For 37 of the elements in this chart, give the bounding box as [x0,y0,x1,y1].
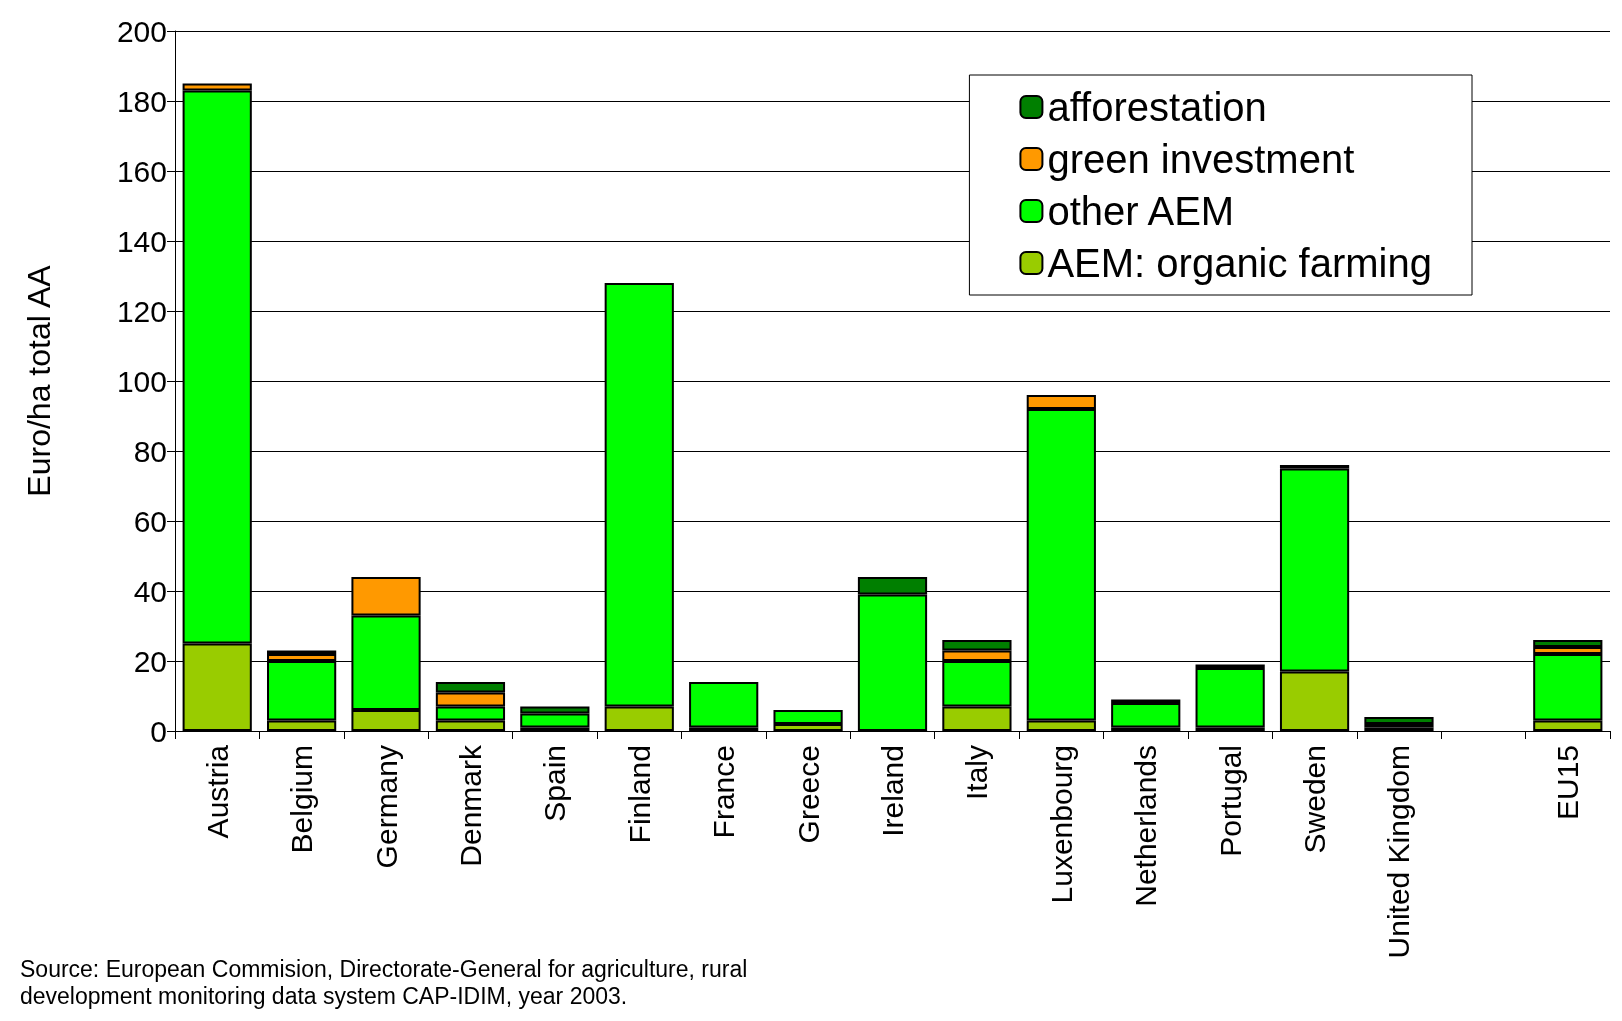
y-tick-label: 200 [116,14,167,48]
bar [1195,668,1265,728]
y-tick-label: 140 [116,224,167,258]
x-tick-label: Greece [791,745,825,844]
x-tick-label: Belgium [285,745,319,854]
y-tick-label: 0 [150,714,167,748]
x-tick-label: EU15 [1551,745,1585,821]
x-tick-label: Portugal [1213,745,1247,857]
y-tick-label: 160 [116,154,167,188]
legend-label: other AEM [1047,189,1235,233]
y-tick-label: 80 [133,434,167,468]
x-tick-label: United Kingdom [1382,745,1416,959]
bar [1111,703,1181,728]
y-tick-label: 60 [133,504,167,538]
x-tick-label: Spain [538,745,572,822]
y-tick-label: 120 [116,294,167,328]
bar [689,682,759,728]
x-tick-label: Denmark [453,744,487,867]
y-tick-label: 20 [133,644,167,678]
x-tick-label: Austria [200,744,234,839]
x-tick-label: Sweden [1298,745,1332,854]
x-tick-label: Netherlands [1129,745,1163,907]
bar [1364,717,1434,724]
y-tick-label: 40 [133,574,167,608]
x-tick-label: Germany [369,745,403,869]
y-axis-title: Euro/ha total AA [21,264,57,497]
x-tick-label: France [707,745,741,839]
y-tick-label: 180 [116,84,167,118]
x-tick-label: Italy [960,745,994,801]
source-note: Source: European Commision, Directorate-General for agriculture, rural development monitoring data system CAP-IDIM, year 2003. [20,955,754,1009]
y-tick-label: 100 [116,364,167,398]
x-tick-label: Luxenbourg [1044,745,1078,904]
legend-label: afforestation [1047,85,1267,129]
legend-label: green investment [1047,137,1355,181]
legend-label: AEM: organic farming [1047,241,1432,285]
x-tick-label: Finland [622,745,656,844]
x-tick-label: Ireland [876,745,909,837]
